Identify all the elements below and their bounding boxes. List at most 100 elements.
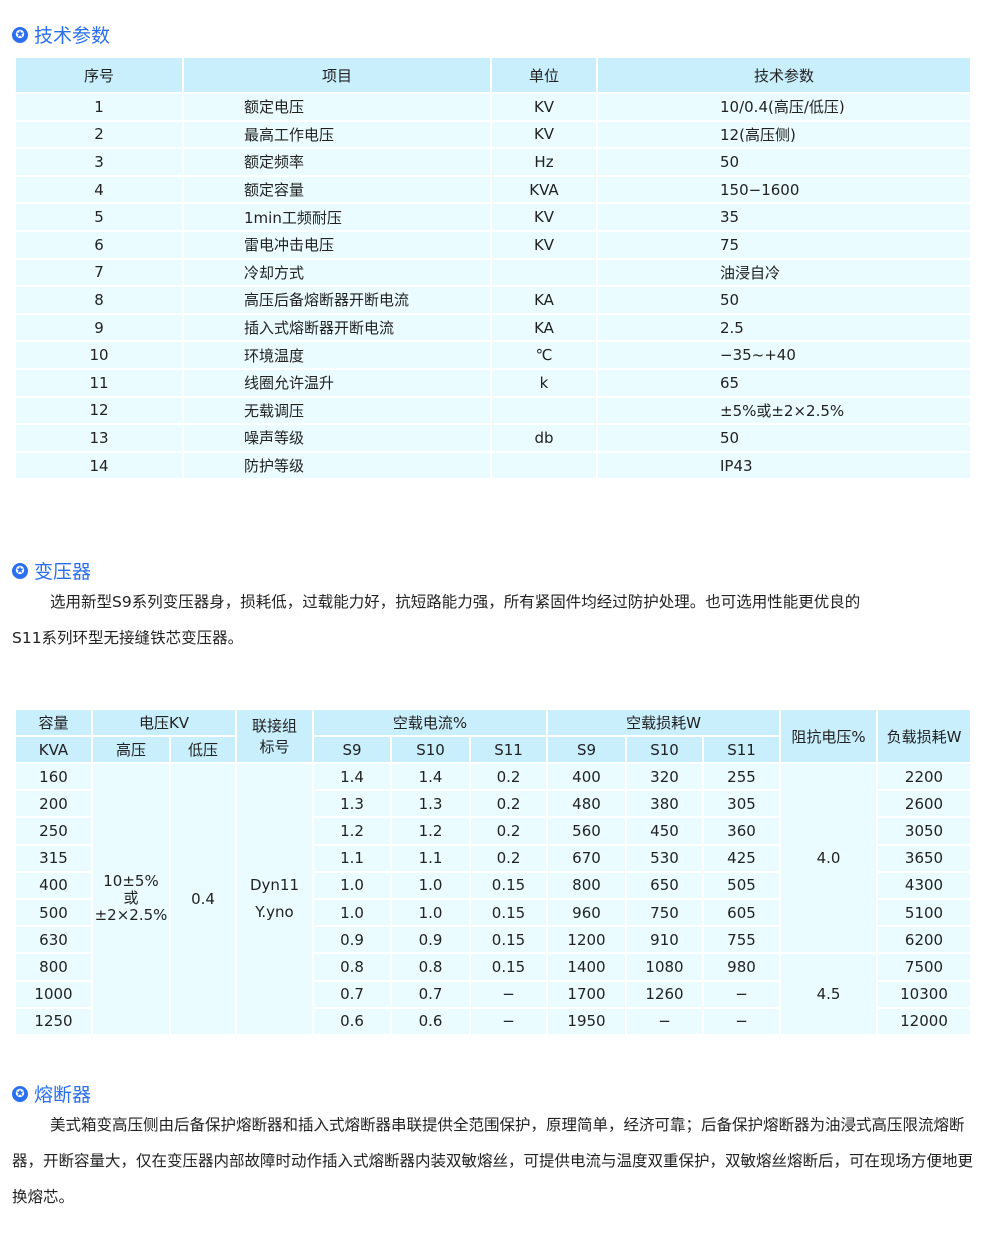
header-s9: S9 <box>546 735 627 764</box>
s10-current: 1.2 <box>390 816 471 846</box>
capacity: 250 <box>14 816 93 846</box>
table-row: 1 额定电压 KV 10/0.4(高压/低压) <box>14 92 972 122</box>
row-index: 14 <box>14 450 184 481</box>
item-name: 噪声等级 <box>182 423 492 453</box>
table-row: 7 冷却方式 油浸自冷 <box>14 257 972 288</box>
item-name: 高压后备熔断器开断电流 <box>182 285 492 315</box>
s10-current: 1.0 <box>390 897 471 928</box>
s9-loss: 960 <box>546 897 627 928</box>
load-loss: 10300 <box>876 979 972 1009</box>
capacity: 400 <box>14 870 93 900</box>
s10-loss: 320 <box>625 761 704 792</box>
s11-current: 0.2 <box>469 816 548 846</box>
load-loss: 3050 <box>876 816 972 846</box>
item-name: 额定容量 <box>182 174 492 205</box>
s9-current: 1.1 <box>312 843 392 873</box>
connection-value: Dyn11 Y.yno <box>235 762 314 1036</box>
column-header: 单位 <box>490 56 598 94</box>
table-row: 630 0.9 0.9 0.15 1200 910 755 6200 <box>14 925 972 955</box>
tech-params-table: 序号 项目 单位 技术参数 1 额定电压 KV 10/0.4(高压/低压) 2 最高工作电压 KV 1… <box>14 56 972 481</box>
s9-loss: 670 <box>546 843 627 873</box>
header-capacity: 容量 <box>14 708 93 737</box>
impedance-value: 4.5 <box>779 952 878 1036</box>
s11-current: − <box>469 1006 548 1036</box>
section-title-tech: ✪ 技术参数 <box>12 21 110 48</box>
table-row: 400 1.0 1.0 0.15 800 650 505 4300 <box>14 870 972 900</box>
item-name: 无载调压 <box>182 395 492 426</box>
value: 75 <box>596 229 972 260</box>
header-impedance: 阻抗电压% <box>779 708 878 764</box>
s11-current: 0.15 <box>469 952 548 982</box>
row-index: 2 <box>14 119 184 150</box>
section-title-fuse: ✪ 熔断器 <box>12 1080 91 1107</box>
header-load-loss: 负载损耗W <box>876 708 972 764</box>
s10-loss: 1080 <box>625 952 704 982</box>
s10-current: 1.0 <box>390 870 471 900</box>
unit: db <box>490 423 598 453</box>
s10-current: 1.3 <box>390 789 471 819</box>
row-index: 3 <box>14 147 184 177</box>
value: 12(高压侧) <box>596 119 972 150</box>
s9-current: 0.9 <box>312 925 392 955</box>
s10-loss: 450 <box>625 816 704 846</box>
item-name: 雷电冲击电压 <box>182 229 492 260</box>
item-name: 1min工频耐压 <box>182 202 492 232</box>
table-row: 13 噪声等级 db 50 <box>14 423 972 453</box>
header-s11: S11 <box>702 735 781 764</box>
row-index: 12 <box>14 395 184 426</box>
item-name: 插入式熔断器开断电流 <box>182 312 492 343</box>
hv-value: 10±5% 或 ±2×2.5% <box>91 762 171 1036</box>
impedance-value: 4.0 <box>779 761 878 955</box>
unit: KVA <box>490 174 598 205</box>
s10-loss: − <box>625 1006 704 1036</box>
value: 10/0.4(高压/低压) <box>596 92 972 122</box>
table-row: 1000 0.7 0.7−1700 1260−10300 <box>14 979 972 1009</box>
unit <box>490 395 598 426</box>
capacity: 315 <box>14 843 93 873</box>
table-row: 6 雷电冲击电压 KV 75 <box>14 229 972 260</box>
row-index: 5 <box>14 202 184 232</box>
capacity: 200 <box>14 789 93 819</box>
s11-loss: 425 <box>702 843 781 873</box>
item-name: 环境温度 <box>182 340 492 370</box>
s11-loss: 755 <box>702 925 781 955</box>
table-row: 5 1min工频耐压 KV 35 <box>14 202 972 232</box>
s11-loss: − <box>702 979 781 1009</box>
table-row: 160 10±5% 或 ±2×2.5% 0.4 Dyn11 Y.yno 1.4 1.4 0.2 40… <box>14 761 972 1036</box>
s11-loss: 305 <box>702 789 781 819</box>
row-index: 9 <box>14 312 184 343</box>
row-index: 6 <box>14 229 184 260</box>
column-header: 项目 <box>182 56 492 94</box>
table-row: 8 高压后备熔断器开断电流 KA 50 <box>14 285 972 315</box>
item-name: 冷却方式 <box>182 257 492 288</box>
capacity: 1000 <box>14 979 93 1009</box>
star-circle-icon: ✪ <box>12 1085 28 1102</box>
s9-loss: 480 <box>546 789 627 819</box>
table-row: 3 额定频率 Hz 50 <box>14 147 972 177</box>
row-index: 13 <box>14 423 184 453</box>
s9-loss: 1700 <box>546 979 627 1009</box>
s10-loss: 1260 <box>625 979 704 1009</box>
unit: KA <box>490 312 598 343</box>
table-row: 800 0.8 0.8 0.15 1400 1080 980 4.5 7500 <box>14 952 972 1036</box>
value: 50 <box>596 285 972 315</box>
s10-loss: 530 <box>625 843 704 873</box>
value: ±5%或±2×2.5% <box>596 395 972 426</box>
capacity: 800 <box>14 952 93 982</box>
header-connection: 联接组 标号 <box>235 708 314 764</box>
s11-loss: 605 <box>702 897 781 928</box>
s10-loss: 650 <box>625 870 704 900</box>
load-loss: 4300 <box>876 870 972 900</box>
value: 65 <box>596 367 972 398</box>
s10-current: 0.9 <box>390 925 471 955</box>
unit: k <box>490 367 598 398</box>
row-index: 1 <box>14 92 184 122</box>
s9-current: 0.6 <box>312 1006 392 1036</box>
row-index: 10 <box>14 340 184 370</box>
s9-loss: 400 <box>546 761 627 792</box>
load-loss: 3650 <box>876 843 972 873</box>
s11-current: 0.2 <box>469 843 548 873</box>
s9-loss: 560 <box>546 816 627 846</box>
s11-current: − <box>469 979 548 1009</box>
table-row: 14 防护等级 IP43 <box>14 450 972 481</box>
